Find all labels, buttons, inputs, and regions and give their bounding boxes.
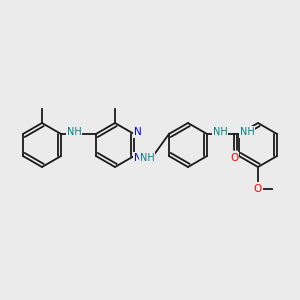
Text: N: N <box>134 127 142 137</box>
Text: NH: NH <box>140 153 154 163</box>
Text: O: O <box>254 184 262 194</box>
Text: NH: NH <box>240 127 254 137</box>
Text: NH: NH <box>213 127 227 137</box>
Text: N: N <box>134 153 142 163</box>
Text: O: O <box>230 153 238 163</box>
Text: NH: NH <box>67 127 81 137</box>
